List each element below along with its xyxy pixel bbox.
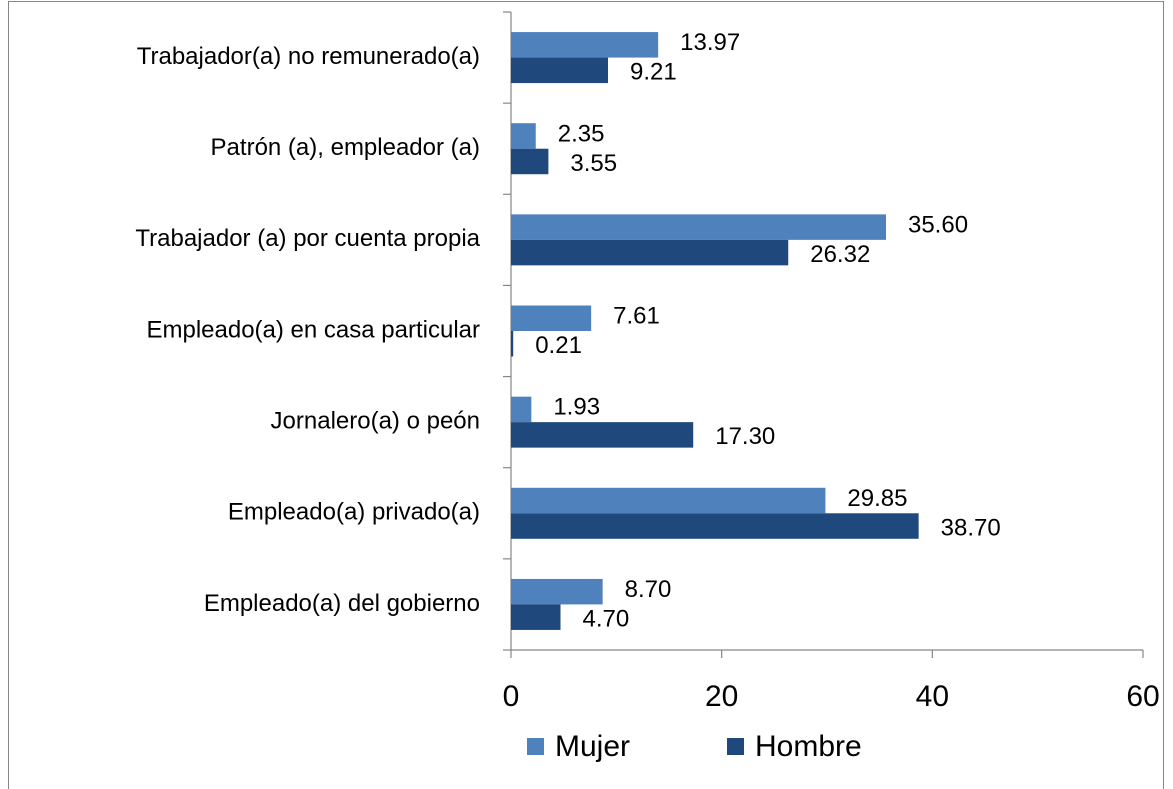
legend-label: Hombre	[755, 730, 862, 763]
value-label: 1.93	[553, 394, 600, 421]
legend-swatch	[727, 738, 744, 755]
value-label: 17.30	[715, 423, 775, 450]
category-label: Patrón (a), empleador (a)	[211, 134, 480, 161]
bar	[511, 487, 826, 514]
value-label: 7.61	[613, 303, 660, 330]
bar	[511, 331, 514, 357]
x-tick-label: 60	[1126, 680, 1159, 713]
value-label: 9.21	[630, 59, 677, 86]
category-label: Empleado(a) en casa particular	[146, 316, 480, 343]
bar	[511, 214, 886, 240]
category-label: Trabajador (a) por cuenta propia	[135, 225, 480, 252]
bar	[511, 422, 694, 448]
category-label: Empleado(a) privado(a)	[228, 499, 480, 526]
value-label: 38.70	[941, 514, 1001, 541]
value-label: 26.32	[810, 241, 870, 268]
value-label: 35.60	[908, 211, 968, 238]
value-label: 2.35	[558, 120, 605, 147]
value-label: 4.70	[583, 606, 630, 633]
legend-swatch	[527, 738, 544, 755]
category-label: Trabajador(a) no remunerado(a)	[137, 43, 480, 70]
bar	[511, 32, 659, 58]
value-label: 8.70	[625, 576, 672, 603]
legend-label: Mujer	[555, 730, 630, 763]
bar	[511, 513, 919, 539]
bar	[511, 305, 592, 331]
bar	[511, 578, 603, 605]
bar	[511, 57, 609, 84]
value-label: 0.21	[535, 332, 582, 359]
bar	[511, 123, 536, 149]
value-label: 13.97	[680, 29, 740, 56]
value-label: 3.55	[570, 150, 617, 177]
bar	[511, 604, 561, 630]
category-label: Empleado(a) del gobierno	[204, 590, 480, 617]
x-tick-label: 0	[503, 680, 520, 713]
category-label: Jornalero(a) o peón	[271, 407, 480, 434]
bar	[511, 148, 549, 175]
value-label: 29.85	[847, 485, 907, 512]
bar	[511, 239, 789, 266]
x-tick-label: 40	[916, 680, 949, 713]
bar	[511, 396, 532, 423]
x-tick-label: 20	[705, 680, 738, 713]
chart-border	[8, 1, 1164, 789]
